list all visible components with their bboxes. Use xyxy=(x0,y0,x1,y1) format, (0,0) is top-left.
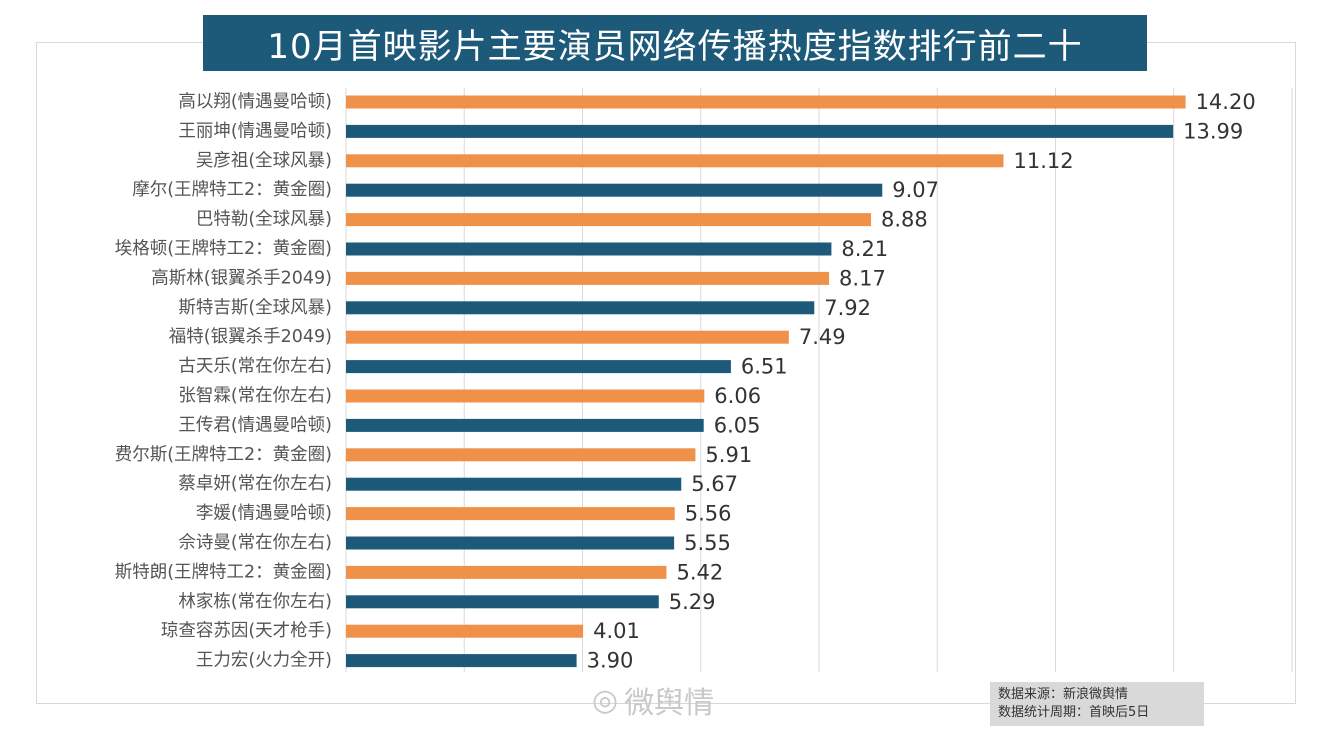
value-label: 8.21 xyxy=(841,237,888,261)
chart-title: 10月首映影片主要演员网络传播热度指数排行前二十 xyxy=(203,15,1147,71)
bar xyxy=(346,95,1186,109)
bar xyxy=(346,565,667,579)
category-label: 福特(银翼杀手2049) xyxy=(169,327,332,347)
value-label: 4.01 xyxy=(593,619,640,643)
category-label: 张智霖(常在你左右) xyxy=(178,386,332,406)
source-note: 数据来源：新浪微舆情 数据统计周期：首映后5日 xyxy=(990,682,1204,726)
value-label: 7.49 xyxy=(799,325,846,349)
value-label: 5.42 xyxy=(676,560,723,584)
category-label: 费尔斯(王牌特工2：黄金圈) xyxy=(115,445,332,465)
bar xyxy=(346,654,577,668)
category-label: 斯特朗(王牌特工2：黄金圈) xyxy=(115,562,332,582)
category-label: 王丽坤(情遇曼哈顿) xyxy=(178,121,332,141)
value-label: 6.05 xyxy=(714,413,761,437)
category-label: 摩尔(王牌特工2：黄金圈) xyxy=(132,180,332,200)
source-line-1: 数据来源：新浪微舆情 xyxy=(998,687,1129,702)
bar xyxy=(346,418,704,432)
category-label: 琼查容苏因(天才枪手) xyxy=(161,621,332,641)
bar xyxy=(346,154,1004,168)
watermark-text: 微舆情 xyxy=(624,686,715,721)
category-label: 巴特勒(全球风暴) xyxy=(196,210,332,230)
value-label: 14.20 xyxy=(1196,90,1256,114)
category-label: 高斯林(银翼杀手2049) xyxy=(151,268,332,288)
value-label: 5.55 xyxy=(684,531,731,555)
category-label: 李媛(情遇曼哈顿) xyxy=(196,504,332,524)
value-label: 3.90 xyxy=(587,649,634,673)
category-label: 蔡卓妍(常在你左右) xyxy=(178,474,332,494)
category-label: 埃格顿(王牌特工2：黄金圈) xyxy=(115,239,332,259)
value-label: 5.29 xyxy=(669,590,716,614)
source-line-2: 数据统计周期：首映后5日 xyxy=(998,705,1150,720)
bar xyxy=(346,448,696,462)
bar xyxy=(346,360,731,374)
value-label: 5.91 xyxy=(705,443,752,467)
bar xyxy=(346,213,872,227)
category-label: 林家栋(常在你左右) xyxy=(178,592,332,612)
value-label: 8.88 xyxy=(881,208,928,232)
bar xyxy=(346,507,675,521)
bar xyxy=(346,242,832,256)
category-label: 佘诗曼(常在你左右) xyxy=(178,533,332,553)
category-label: 吴彦祖(全球风暴) xyxy=(196,151,332,171)
value-label: 6.51 xyxy=(741,355,788,379)
category-label: 高以翔(情遇曼哈顿) xyxy=(178,92,332,112)
bar xyxy=(346,595,659,609)
bar xyxy=(346,536,675,550)
bar xyxy=(346,124,1174,138)
watermark: ◎ 微舆情 xyxy=(592,678,714,722)
category-label: 王力宏(火力全开) xyxy=(196,651,332,671)
bar xyxy=(346,271,830,285)
category-label: 王传君(情遇曼哈顿) xyxy=(178,415,332,435)
value-label: 6.06 xyxy=(714,384,761,408)
bar xyxy=(346,624,584,638)
bar xyxy=(346,389,705,403)
value-label: 5.67 xyxy=(691,472,738,496)
value-label: 7.92 xyxy=(824,296,871,320)
value-label: 13.99 xyxy=(1183,119,1243,143)
value-label: 11.12 xyxy=(1013,149,1073,173)
weibo-logo-icon: ◎ xyxy=(592,682,619,718)
bar xyxy=(346,183,883,197)
bar xyxy=(346,477,682,491)
bar xyxy=(346,301,815,315)
category-label: 斯特吉斯(全球风暴) xyxy=(178,298,332,318)
bar xyxy=(346,330,789,344)
value-label: 5.56 xyxy=(685,502,732,526)
value-label: 9.07 xyxy=(892,178,939,202)
category-label: 古天乐(常在你左右) xyxy=(178,357,332,377)
value-label: 8.17 xyxy=(839,266,886,290)
